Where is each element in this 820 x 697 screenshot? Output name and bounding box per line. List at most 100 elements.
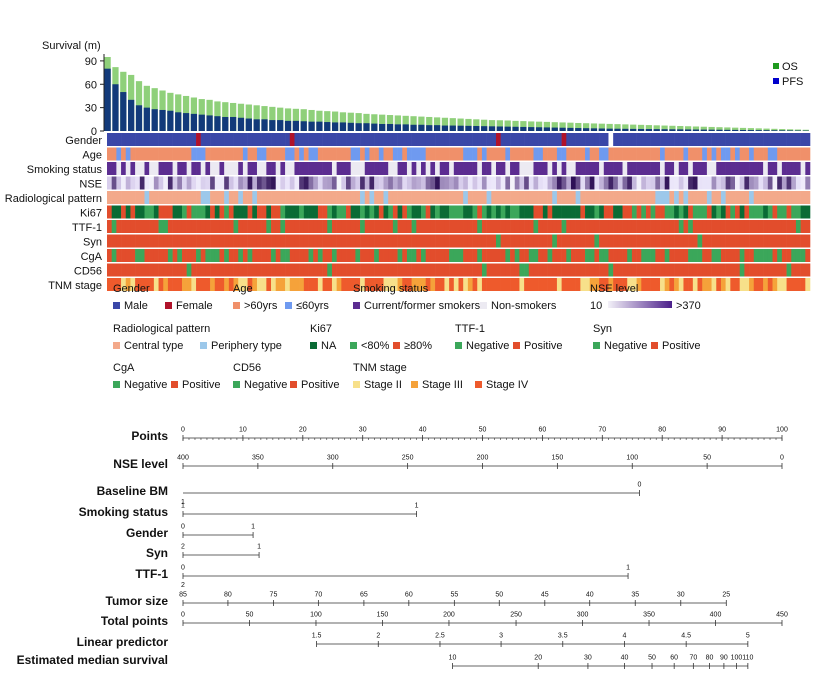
heatmap-cell <box>692 191 698 204</box>
heatmap-cell <box>317 220 323 233</box>
heatmap-cell <box>777 133 783 146</box>
os-bar <box>402 115 409 131</box>
legend-label-tnm-stage: Stage III <box>422 379 463 391</box>
heatmap-cell <box>416 249 422 262</box>
os-bar <box>661 125 668 131</box>
heatmap-row-label-radiological-pattern: Radiological pattern <box>5 193 102 205</box>
heatmap-cell <box>285 133 291 146</box>
pfs-bar <box>724 129 731 131</box>
nomogram-tick-label: 2 <box>181 544 185 551</box>
pfs-bar <box>755 130 762 131</box>
heatmap-cell <box>453 205 459 219</box>
heatmap-cell <box>247 133 253 146</box>
heatmap-cell <box>252 263 258 277</box>
pfs-legend-swatch <box>773 78 779 84</box>
heatmap-cell <box>163 162 169 175</box>
heatmap-cell <box>439 176 445 190</box>
heatmap-cell <box>664 147 670 161</box>
heatmap-cell <box>271 249 277 262</box>
heatmap-cell <box>205 176 211 190</box>
heatmap-cell <box>608 220 614 233</box>
heatmap-cell <box>570 133 576 146</box>
heatmap-cell <box>585 133 591 146</box>
heatmap-cell <box>299 263 305 277</box>
heatmap-cell <box>692 234 698 248</box>
heatmap-cell <box>158 147 164 161</box>
heatmap-cell <box>781 147 787 161</box>
heatmap-cell <box>561 278 567 291</box>
heatmap-cell <box>121 249 127 262</box>
nomogram-tick-label: 70 <box>689 655 697 662</box>
heatmap-cell <box>449 176 455 190</box>
heatmap-cell <box>720 147 726 161</box>
heatmap-cell <box>585 162 591 175</box>
heatmap-cell <box>444 176 450 190</box>
os-bar <box>512 120 519 131</box>
heatmap-cell <box>280 176 286 190</box>
heatmap-cell <box>599 205 605 219</box>
heatmap-cell <box>636 147 642 161</box>
heatmap-cell <box>336 191 342 204</box>
heatmap-cell <box>505 234 511 248</box>
heatmap-cell <box>481 249 487 262</box>
heatmap-cell <box>791 176 797 190</box>
os-bar <box>786 129 794 131</box>
heatmap-cell <box>556 278 562 291</box>
heatmap-cell <box>327 133 333 146</box>
heatmap-cell <box>542 191 548 204</box>
heatmap-cell <box>528 133 534 146</box>
heatmap-cell <box>252 234 258 248</box>
heatmap-cell <box>411 205 417 219</box>
legend-label-gender: Female <box>176 300 213 312</box>
heatmap-cell <box>107 162 112 175</box>
heatmap-cell <box>378 220 384 233</box>
heatmap-cell <box>674 133 680 146</box>
heatmap-cell <box>313 176 319 190</box>
heatmap-cell <box>669 234 675 248</box>
heatmap-cell <box>688 147 694 161</box>
legend-label-tnm-stage: Stage II <box>364 379 402 391</box>
heatmap-cell <box>669 220 675 233</box>
heatmap-cell <box>655 263 661 277</box>
heatmap-cell <box>795 162 801 175</box>
heatmap-cell <box>720 176 726 190</box>
pfs-bar <box>481 126 488 131</box>
heatmap-cell <box>716 234 722 248</box>
heatmap-cell <box>594 278 600 291</box>
heatmap-cell <box>163 220 169 233</box>
heatmap-cell <box>533 249 539 262</box>
heatmap-cell <box>453 249 459 262</box>
heatmap-cell <box>374 205 380 219</box>
heatmap-cell <box>336 176 342 190</box>
heatmap-cell <box>397 162 403 175</box>
heatmap-cell <box>205 205 211 219</box>
os-bar <box>418 116 425 131</box>
heatmap-cell <box>125 205 131 219</box>
heatmap-cell <box>397 234 403 248</box>
heatmap-cell <box>744 176 750 190</box>
pfs-bar <box>363 123 370 131</box>
pfs-bar <box>151 109 158 131</box>
heatmap-cell <box>720 162 726 175</box>
heatmap-cell <box>674 176 680 190</box>
os-bar <box>732 127 739 131</box>
heatmap-cell <box>650 234 656 248</box>
pfs-bar <box>316 121 323 131</box>
pfs-bar <box>747 130 754 131</box>
heatmap-cell <box>425 234 431 248</box>
heatmap-cell <box>289 249 295 262</box>
heatmap-cell <box>299 220 305 233</box>
nomogram-sub-label: 1 <box>181 499 185 506</box>
heatmap-cell <box>467 220 473 233</box>
pfs-bar <box>708 129 715 131</box>
heatmap-cell <box>153 191 159 204</box>
heatmap-cell <box>594 263 600 277</box>
heatmap-cell <box>167 176 173 190</box>
heatmap-cell <box>266 133 272 146</box>
heatmap-cell <box>467 278 473 291</box>
heatmap-cell <box>570 147 576 161</box>
heatmap-cell <box>467 133 473 146</box>
heatmap-cell <box>617 205 623 219</box>
legend-swatch-cd56 <box>290 381 297 388</box>
heatmap-cell <box>500 220 506 233</box>
